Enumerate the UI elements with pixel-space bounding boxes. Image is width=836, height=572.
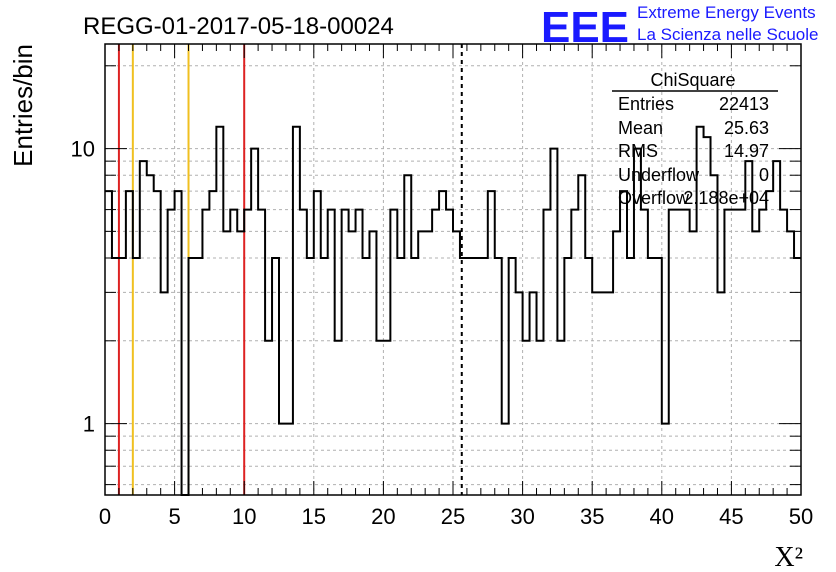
stats-mean-value: 25.63 [724, 118, 769, 138]
y-tick-label: 1 [83, 412, 95, 437]
x-tick-label: 30 [510, 504, 534, 529]
stats-mean-label: Mean [618, 118, 663, 138]
x-tick-label: 35 [580, 504, 604, 529]
x-tick-label: 25 [441, 504, 465, 529]
eee-logo: EEE Extreme Energy Events La Scienza nel… [541, 3, 818, 52]
chart-title: REGG-01-2017-05-18-00024 [83, 13, 394, 40]
x-tick-label: 40 [650, 504, 674, 529]
stats-box: ChiSquare Entries 22413 Mean 25.63 RMS 1… [612, 70, 778, 208]
x-tick-label: 50 [789, 504, 813, 529]
stats-entries-value: 22413 [719, 94, 769, 114]
stats-rms-label: RMS [618, 141, 658, 161]
logo-line-2: La Scienza nelle Scuole [637, 25, 818, 44]
stats-entries-label: Entries [618, 94, 674, 114]
logo-line-1: Extreme Energy Events [637, 3, 816, 22]
x-tick-label: 0 [99, 504, 111, 529]
x-tick-label: 45 [719, 504, 743, 529]
stats-rms-value: 14.97 [724, 141, 769, 161]
x-axis-title: X² [774, 542, 803, 572]
y-tick-label: 10 [71, 137, 95, 162]
y-axis-title: Entries/bin [8, 44, 38, 167]
x-tick-label: 15 [302, 504, 326, 529]
grid [105, 44, 801, 495]
stats-overflow-label: Overflow [618, 188, 690, 208]
x-tick-label: 5 [168, 504, 180, 529]
histogram [105, 125, 801, 496]
axes: 0 5 10 15 20 25 30 35 40 45 50 1 10 [71, 43, 813, 529]
stats-title: ChiSquare [650, 70, 735, 90]
stats-underflow-value: 0 [759, 165, 769, 185]
histogram-outline [105, 125, 801, 496]
stats-overflow-value: 2.188e+04 [683, 188, 769, 208]
x-tick-label: 10 [232, 504, 256, 529]
x-tick-label: 20 [371, 504, 395, 529]
stats-underflow-label: Underflow [618, 165, 700, 185]
